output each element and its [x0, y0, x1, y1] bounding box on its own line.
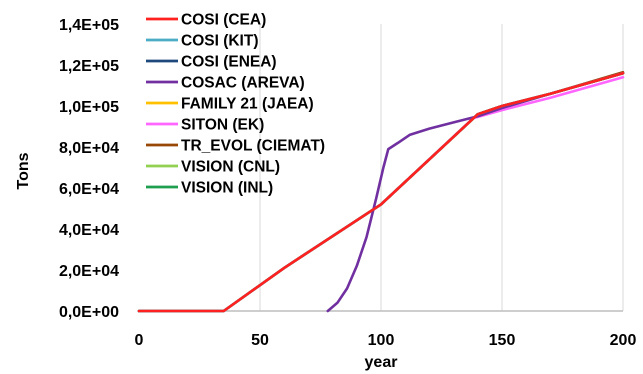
x-tick-label-2: 100: [368, 332, 395, 349]
y-tick-label-4: 8,0E+04: [59, 140, 119, 157]
series-line-3: [326, 71, 625, 313]
x-axis-title: year: [365, 354, 398, 371]
y-tick-label-2: 4,0E+04: [59, 222, 119, 239]
x-tick-labels: 0 50 100 150 200: [135, 332, 637, 349]
legend-label-8: VISION (INL): [181, 180, 273, 197]
legend-label-0: COSI (CEA): [181, 12, 266, 29]
x-tick-label-1: 50: [251, 332, 269, 349]
legend-label-2: COSI (ENEA): [181, 54, 277, 71]
y-tick-label-3: 6,0E+04: [59, 181, 119, 198]
legend-label-7: VISION (CNL): [181, 159, 280, 176]
legend: COSI (CEA) COSI (KIT) COSI (ENEA) COSAC (AR…: [146, 12, 325, 197]
y-tick-label-0: 0,0E+00: [59, 304, 119, 321]
x-tick-label-0: 0: [135, 332, 144, 349]
series-layer: [137, 70, 625, 313]
y-tick-labels: 0,0E+00 2,0E+04 4,0E+04 6,0E+04 8,0E+04 1,0E+…: [59, 17, 119, 321]
legend-label-6: TR_EVOL (CIEMAT): [181, 138, 325, 155]
y-tick-label-5: 1,0E+05: [59, 99, 119, 116]
legend-label-4: FAMILY 21 (JAEA): [181, 96, 314, 113]
y-tick-label-7: 1,4E+05: [59, 17, 119, 34]
y-axis-title: Tons: [15, 152, 32, 189]
x-tick-label-4: 200: [610, 332, 637, 349]
y-tick-label-1: 2,0E+04: [59, 263, 119, 280]
legend-label-3: COSAC (AREVA): [181, 75, 305, 92]
y-tick-label-6: 1,2E+05: [59, 58, 119, 75]
legend-label-1: COSI (KIT): [181, 33, 259, 50]
series-line-0: [137, 71, 625, 313]
x-tick-label-3: 150: [489, 332, 516, 349]
legend-label-5: SITON (EK): [181, 117, 264, 134]
